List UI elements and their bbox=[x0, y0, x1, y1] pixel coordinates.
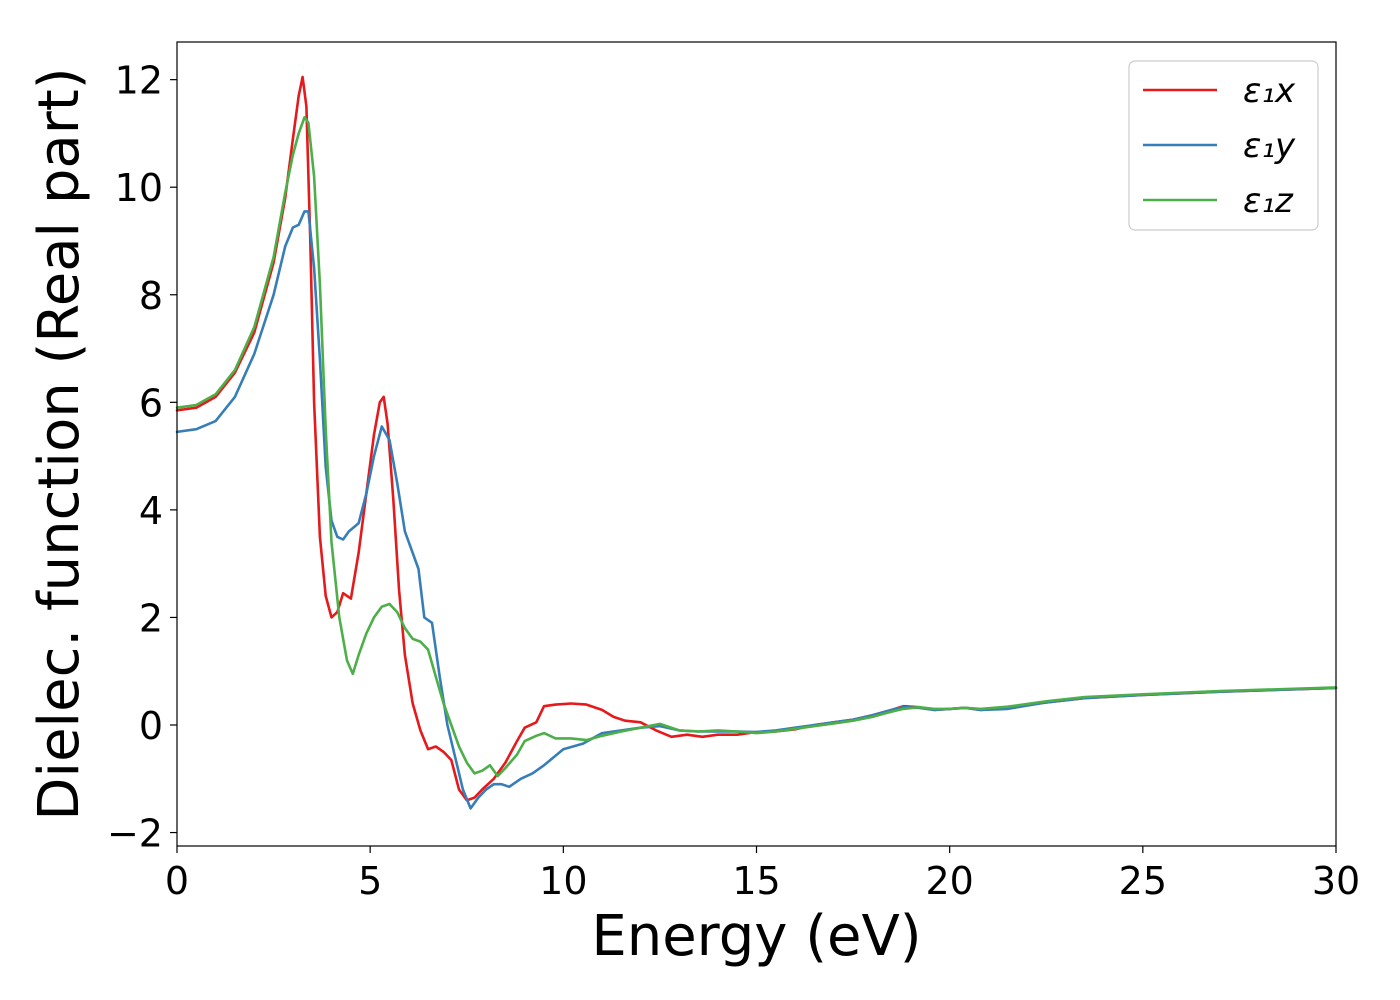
legend-label-1: ε₁x bbox=[1243, 71, 1296, 111]
y-tick-label: 8 bbox=[139, 274, 163, 318]
x-axis-title: Energy (eV) bbox=[591, 904, 921, 969]
y-axis-title: Dielec. function (Real part) bbox=[27, 67, 92, 820]
y-tick-label: 0 bbox=[139, 704, 163, 748]
plot-lines bbox=[175, 75, 1338, 810]
x-tick-label: 10 bbox=[539, 859, 587, 903]
y-tick-label: −2 bbox=[107, 812, 163, 856]
y-tick-label: 6 bbox=[139, 381, 163, 425]
legend-box bbox=[1128, 60, 1319, 231]
y-tick-label: 2 bbox=[139, 596, 163, 640]
y-axis-ticks: −2 0 2 4 6 8 10 12 bbox=[107, 59, 177, 856]
legend-label-3: ε₁z bbox=[1243, 181, 1294, 221]
y-tick-label: 10 bbox=[115, 166, 163, 210]
x-tick-label: 15 bbox=[732, 859, 780, 903]
legend-label-2: ε₁y bbox=[1243, 126, 1296, 166]
x-axis-ticks: 0 5 10 15 20 25 30 bbox=[165, 846, 1360, 903]
series-line-3 bbox=[175, 116, 1338, 778]
x-tick-label: 5 bbox=[358, 859, 382, 903]
y-tick-label: 4 bbox=[139, 489, 163, 533]
x-tick-label: 30 bbox=[1312, 859, 1360, 903]
y-tick-label: 12 bbox=[115, 59, 163, 103]
x-tick-label: 0 bbox=[165, 859, 189, 903]
x-tick-label: 20 bbox=[925, 859, 973, 903]
series-line-2 bbox=[175, 210, 1338, 810]
legend: ε₁x ε₁y ε₁z bbox=[1128, 60, 1319, 231]
x-tick-label: 25 bbox=[1119, 859, 1167, 903]
